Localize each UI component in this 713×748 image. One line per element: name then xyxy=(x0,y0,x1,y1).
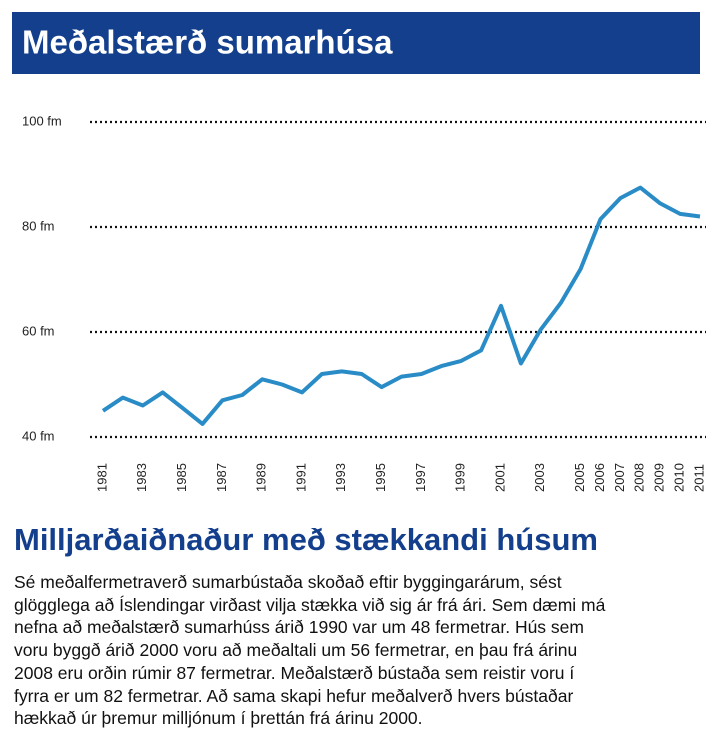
x-tick-label: 2011 xyxy=(691,464,706,492)
body-line: fyrra er um 82 fermetrar. Að sama skapi … xyxy=(14,685,574,706)
body-line: hækkað úr þremur milljónum í þrettán frá… xyxy=(14,708,423,729)
x-tick-label: 1997 xyxy=(413,463,428,492)
body-line: glögglega að Íslendingar virðast vilja s… xyxy=(14,594,606,615)
x-tick-label: 2005 xyxy=(572,463,587,492)
data-line xyxy=(101,185,701,426)
x-tick-label: 2001 xyxy=(492,463,507,492)
article-heading: Milljarðaiðnaður með stækkandi húsum xyxy=(14,522,598,557)
x-tick-label: 2010 xyxy=(672,463,687,492)
x-tick-label: 2007 xyxy=(612,463,627,492)
x-tick-label: 1999 xyxy=(453,463,468,492)
x-tick-label: 2009 xyxy=(652,463,667,492)
y-tick-label: 40 fm xyxy=(22,428,55,443)
x-tick-label: 1995 xyxy=(373,463,388,492)
x-tick-label: 2003 xyxy=(532,463,547,492)
x-tick-label: 1989 xyxy=(254,463,269,492)
x-tick-label: 2008 xyxy=(632,463,647,492)
title-bar xyxy=(12,12,700,74)
body-line: Sé meðalfermetraverð sumarbústaða skoðað… xyxy=(14,572,562,592)
body-line: nefna að meðalstærð sumarhúss árið 1990 … xyxy=(14,617,584,638)
x-tick-label: 1987 xyxy=(214,463,229,492)
x-tick-label: 2006 xyxy=(592,463,607,492)
y-tick-label: 60 fm xyxy=(22,323,55,338)
x-tick-label: 1981 xyxy=(94,463,109,492)
y-tick-label: 100 fm xyxy=(22,113,62,128)
body-line: voru byggð árið 2000 voru að meðaltali u… xyxy=(14,640,578,661)
y-tick-label: 80 fm xyxy=(22,218,55,233)
x-tick-label: 1993 xyxy=(333,463,348,492)
x-tick-label: 1991 xyxy=(293,463,308,492)
chart-title: Meðalstærð sumarhúsa xyxy=(22,24,393,61)
chart: Meðalstærð sumarhúsa 40 fm 60 fm 80 fm 100 … xyxy=(12,12,706,492)
body-line: 2008 eru orðin rúmir 87 fermetrar. Meðal… xyxy=(14,662,575,683)
x-tick-label: 1983 xyxy=(134,463,149,492)
x-tick-label: 1985 xyxy=(174,463,189,492)
